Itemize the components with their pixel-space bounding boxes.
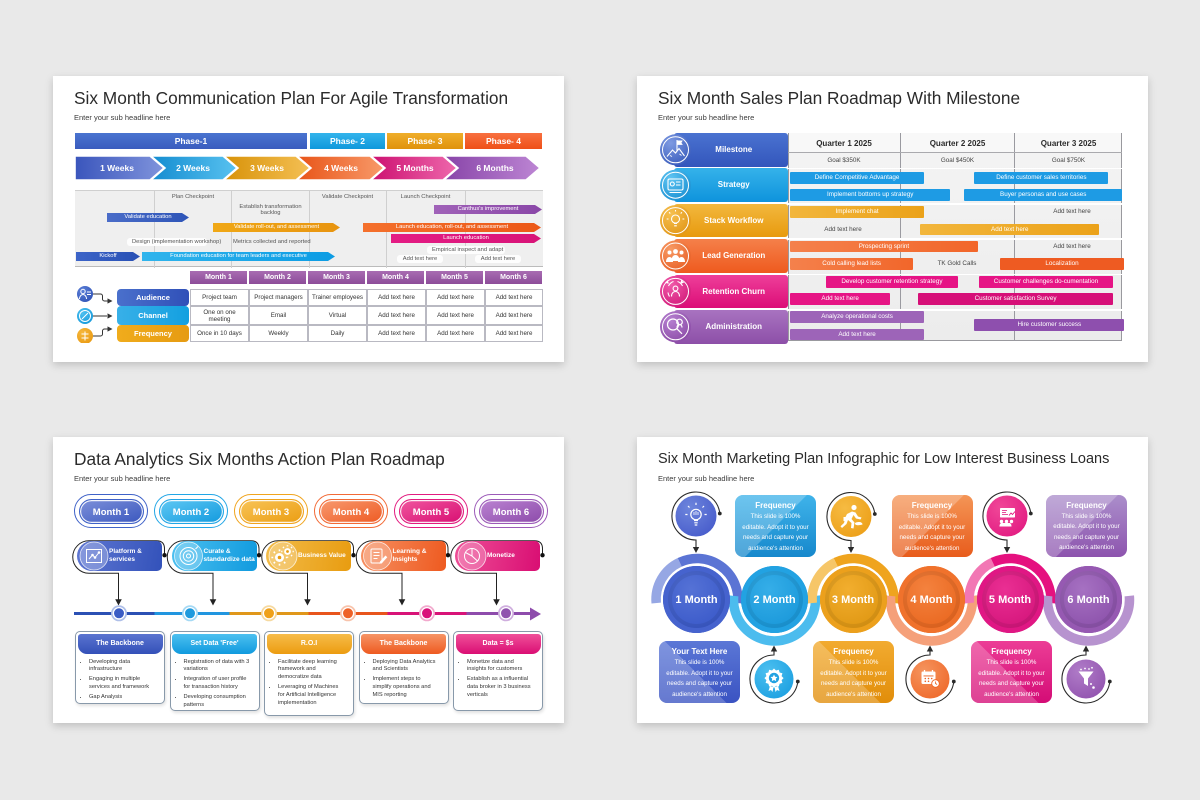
- svg-text:4 Weeks: 4 Weeks: [324, 163, 358, 173]
- svg-text:1 Weeks: 1 Weeks: [100, 163, 134, 173]
- svg-text:5 Months: 5 Months: [396, 163, 434, 173]
- svg-text:3 Weeks: 3 Weeks: [250, 163, 284, 173]
- svg-text:6 Months: 6 Months: [476, 163, 514, 173]
- svg-text:2 Weeks: 2 Weeks: [176, 163, 210, 173]
